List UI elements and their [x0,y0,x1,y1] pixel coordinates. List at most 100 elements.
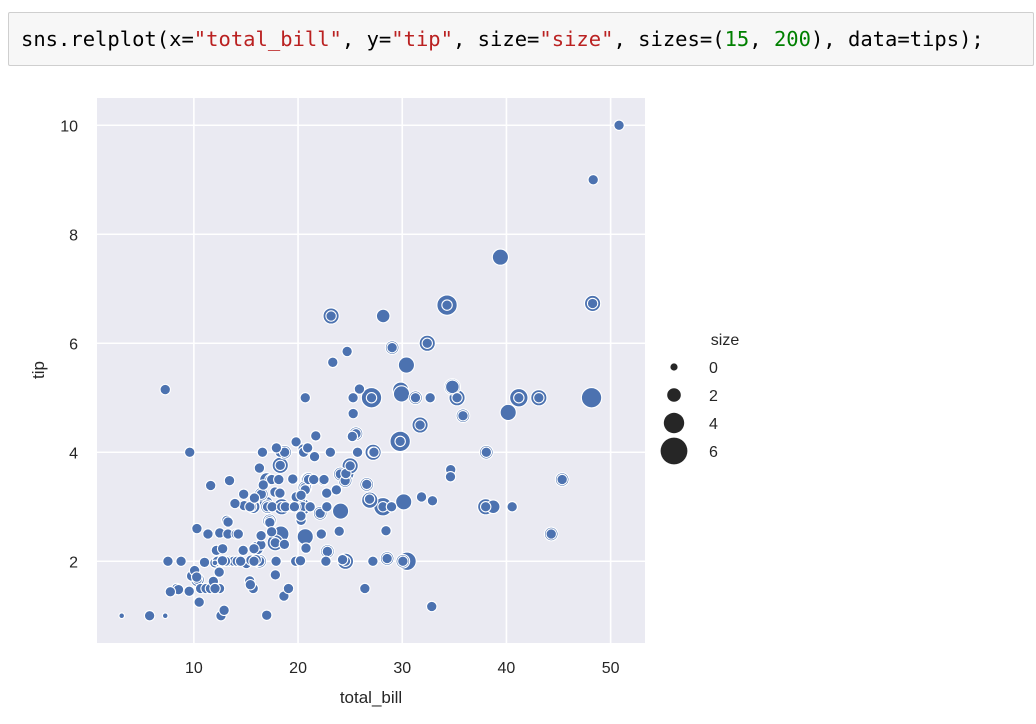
data-point [211,559,219,567]
data-point [457,409,469,422]
data-point [409,392,422,404]
data-point [229,497,241,510]
plot-background [97,98,645,643]
y-tick-label: 8 [69,227,78,244]
data-point [444,471,457,483]
data-point [304,501,316,513]
data-point [273,473,285,486]
legend-marker [667,388,681,402]
data-point [190,571,203,583]
data-point [295,489,307,502]
data-point [162,555,174,567]
data-point [365,392,378,404]
data-point [248,492,261,504]
data-point [265,526,278,538]
data-point [264,516,276,529]
data-point [414,419,426,431]
code-token: , y= [341,27,392,51]
data-point [193,596,205,608]
data-point [282,582,295,595]
data-point [255,529,267,542]
x-tick-label: 40 [498,660,516,677]
data-point [346,430,359,443]
legend-label: 6 [709,444,718,461]
data-point [308,450,321,463]
code-token: , sizes=( [613,27,725,51]
data-point [360,478,373,491]
data-point [270,442,283,454]
data-point [234,555,247,567]
code-token: 15 [724,27,750,51]
data-point [359,582,371,595]
data-point [161,612,169,620]
data-point [256,446,269,458]
legend-label: 4 [709,416,718,433]
data-point [336,553,349,566]
data-point [213,566,225,578]
data-point [375,308,391,324]
data-point [299,392,312,404]
data-point [331,502,350,520]
data-point [288,501,301,513]
legend-marker [663,412,685,434]
x-tick-labels: 10 20 30 40 50 [185,660,620,677]
data-point [363,493,376,505]
data-point [533,392,545,404]
data-points [118,119,625,622]
data-point [296,528,314,546]
data-point [295,510,307,522]
data-point [237,544,249,557]
data-point [294,554,307,567]
scatter-chart: 10 20 30 40 50 2 4 6 8 10 total_bill tip size 0 2… [29,98,739,707]
data-point [175,555,187,567]
data-point [394,435,406,448]
data-point [451,392,463,404]
code-token: 200 [773,27,811,51]
data-point [425,600,438,613]
data-point [347,407,359,420]
code-token: sns.relplot(x= [21,27,194,51]
data-point [266,501,278,513]
data-point [415,491,428,503]
data-point [506,501,518,513]
x-tick-label: 20 [289,660,307,677]
data-point [159,383,171,396]
data-point [260,609,273,621]
data-point [216,554,229,567]
y-tick-labels: 2 4 6 8 10 [60,118,78,571]
data-point [353,383,366,395]
data-point [327,356,339,369]
code-token: "total_bill" [193,27,342,51]
data-point [556,473,568,486]
data-point [315,528,328,540]
x-axis-label: total_bill [340,688,402,707]
x-tick-label: 50 [602,660,620,677]
data-point [257,479,270,491]
data-point [347,392,359,404]
data-point [290,436,302,448]
data-point [318,473,330,486]
data-point [198,556,211,569]
data-point [580,387,603,409]
code-cell[interactable]: sns.relplot(x="total_bill", y="tip", siz… [8,12,1034,66]
data-point [395,493,413,511]
y-tick-label: 2 [69,554,78,571]
code-token: "size" [539,27,614,51]
data-point [307,473,320,486]
data-point [216,542,229,555]
data-point [381,552,393,565]
data-point [545,528,557,540]
data-point [269,569,282,581]
data-point [253,462,266,474]
data-point [310,430,322,442]
data-point [421,337,434,349]
data-point [300,542,312,554]
code-token: , [749,27,774,51]
data-point [202,528,214,540]
data-point [386,341,398,354]
data-point [445,379,460,395]
data-point [333,525,345,538]
data-point [183,446,196,458]
data-point [223,474,236,487]
data-point [479,501,492,513]
